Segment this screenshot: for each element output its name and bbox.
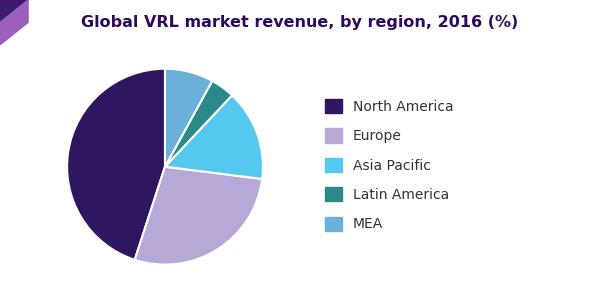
Wedge shape (165, 95, 263, 179)
Polygon shape (0, 0, 28, 45)
Wedge shape (135, 167, 262, 265)
Polygon shape (0, 0, 28, 22)
Wedge shape (67, 69, 165, 260)
Legend: North America, Europe, Asia Pacific, Latin America, MEA: North America, Europe, Asia Pacific, Lat… (325, 99, 454, 231)
Wedge shape (165, 69, 212, 167)
Wedge shape (165, 81, 232, 167)
Text: Global VRL market revenue, by region, 2016 (%): Global VRL market revenue, by region, 20… (82, 15, 518, 30)
